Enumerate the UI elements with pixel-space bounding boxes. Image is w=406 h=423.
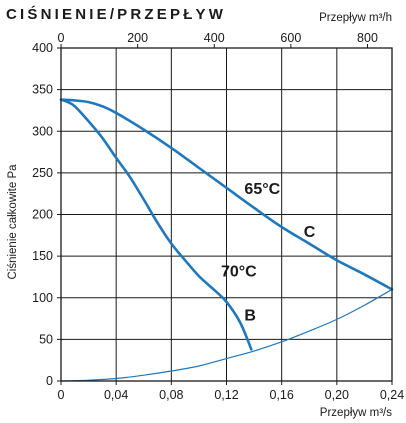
y-tick-label: 50 <box>39 332 53 346</box>
y-axis-label: Ciśnienie całkowite Pa <box>7 164 19 280</box>
x-bottom-tick-label: 0,04 <box>104 388 128 402</box>
x-top-tick-label: 0 <box>58 31 65 45</box>
annotation-c: C <box>304 224 316 241</box>
y-tick-label: 400 <box>32 41 53 55</box>
x-top-tick-label: 400 <box>204 31 225 45</box>
grid-lines <box>57 44 393 385</box>
x-bottom-tick-label: 0,24 <box>380 388 404 402</box>
y-tick-label: 200 <box>32 208 53 222</box>
x-top-tick-label: 600 <box>280 31 301 45</box>
series-b-line <box>59 98 253 351</box>
annotations: 65°C C 70°C B <box>221 181 316 325</box>
series-lines <box>59 98 394 382</box>
annotation-b: B <box>244 307 256 324</box>
x-bottom-tick-label: 0,08 <box>159 388 183 402</box>
x-bottom-tick-label: 0,20 <box>325 388 349 402</box>
series-c-line <box>59 98 394 291</box>
x-top-tick-label: 800 <box>357 31 378 45</box>
y-tick-label: 300 <box>32 124 53 138</box>
y-tick-label: 0 <box>46 374 53 388</box>
annotation-70c: 70°C <box>221 263 257 280</box>
plot-frame <box>60 47 393 382</box>
x-bottom-tick-label: 0,16 <box>269 388 293 402</box>
x-axis-bottom-label: Przepływ m³/s <box>320 407 392 419</box>
y-tick-label: 350 <box>32 83 53 97</box>
x-bottom-tick-label: 0,12 <box>214 388 238 402</box>
x-top-tick-label: 200 <box>127 31 148 45</box>
tick-labels: 0 0,04 0,08 0,12 0,16 0,20 0,24 0 200 400 600 800 0 5… <box>32 31 404 402</box>
chart-title: CIŚNIENIE/PRZEPŁYW <box>6 5 226 23</box>
x-bottom-tick-label: 0 <box>58 388 65 402</box>
y-tick-label: 100 <box>32 291 53 305</box>
x-axis-top-label: Przepływ m³/h <box>319 12 392 24</box>
annotation-65c: 65°C <box>244 181 280 198</box>
y-tick-label: 250 <box>32 166 53 180</box>
system-curve-line <box>60 288 393 382</box>
y-tick-label: 150 <box>32 249 53 263</box>
